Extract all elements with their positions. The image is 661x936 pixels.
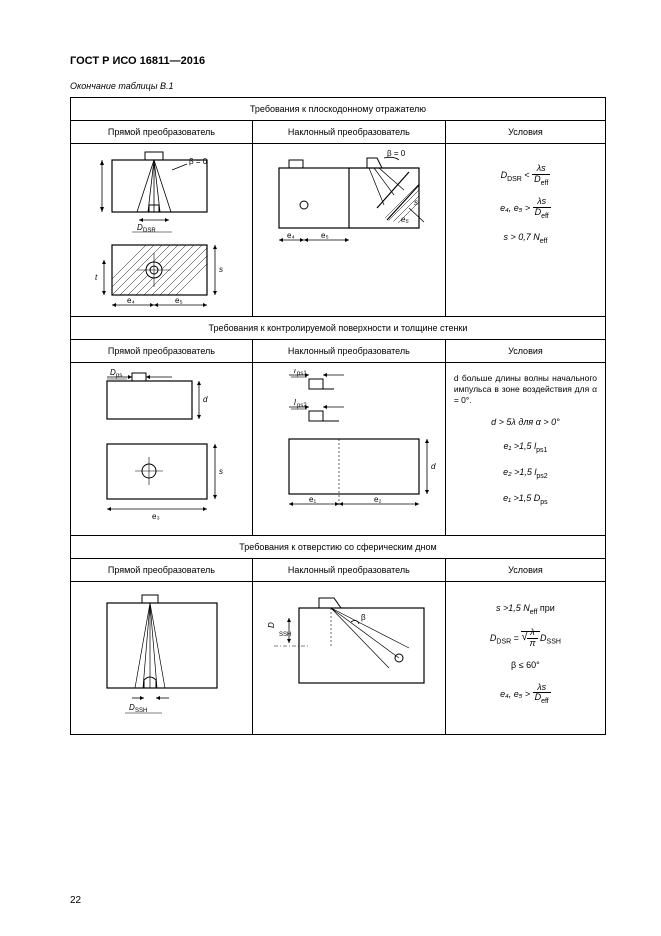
svg-text:s: s [414, 198, 418, 207]
svg-text:s: s [219, 467, 223, 476]
svg-text:D: D [267, 622, 276, 628]
svg-text:DSR: DSR [143, 228, 156, 234]
col-angle-3: Наклонный преобразователь [252, 559, 445, 582]
svg-text:d: d [431, 462, 436, 471]
svg-text:ps2: ps2 [297, 403, 307, 409]
section2-title: Требования к контролируемой поверхности … [71, 317, 606, 340]
col-conditions-3: Условия [445, 559, 605, 582]
col-straight: Прямой преобразователь [71, 121, 253, 144]
col-angle: Наклонный преобразователь [252, 121, 445, 144]
s3-straight-diagram: DSSH [71, 582, 253, 735]
section1-title: Требования к плоскодонному отражателю [71, 98, 606, 121]
svg-text:l: l [294, 398, 296, 407]
svg-text:ps: ps [116, 373, 122, 379]
col-conditions-2: Условия [445, 340, 605, 363]
page-number: 22 [70, 895, 81, 906]
svg-text:l: l [294, 369, 296, 375]
svg-text:ps1: ps1 [297, 371, 307, 377]
s2-conditions: d больше длины волны начального импульса… [445, 363, 605, 536]
svg-text:e₄: e₄ [287, 231, 295, 240]
svg-text:SSH: SSH [279, 632, 291, 638]
svg-text:e₃: e₃ [152, 512, 160, 521]
s2-angle-diagram: lps1 lps2 e₁ [252, 363, 445, 536]
svg-text:d: d [203, 395, 208, 404]
s1-angle-diagram: β = 0 e₄ e₅ s e₅ [252, 144, 445, 317]
s1-straight-diagram: β = 0 DDSR [71, 144, 253, 317]
col-conditions: Условия [445, 121, 605, 144]
col-angle-2: Наклонный преобразователь [252, 340, 445, 363]
svg-text:e₅: e₅ [401, 215, 409, 224]
svg-text:t: t [95, 273, 98, 282]
svg-text:e₁: e₁ [309, 495, 316, 504]
svg-text:e₅: e₅ [175, 296, 183, 305]
svg-text:s: s [219, 265, 223, 274]
svg-text:β = 0: β = 0 [189, 157, 208, 166]
table-caption: Окончание таблицы В.1 [70, 81, 606, 91]
standard-title: ГОСТ Р ИСО 16811—2016 [70, 55, 606, 67]
col-straight-3: Прямой преобразователь [71, 559, 253, 582]
s1-conditions: DDSR < λsDeff e₄, e₅ > λsDeff s > 0,7 Ne… [445, 144, 605, 317]
s3-conditions: s >1,5 Neff при DDSR = √λπ DSSH β ≤ 60° … [445, 582, 605, 735]
svg-text:e₅: e₅ [321, 231, 329, 240]
svg-text:β = 0: β = 0 [387, 150, 406, 158]
s2-straight-diagram: Dps d e₃ [71, 363, 253, 536]
section3-title: Требования к отверстию со сферическим дн… [71, 536, 606, 559]
s3-angle-diagram: β D SSH [252, 582, 445, 735]
col-straight-2: Прямой преобразователь [71, 340, 253, 363]
svg-text:e₄: e₄ [127, 296, 135, 305]
svg-text:β: β [361, 613, 366, 622]
requirements-table: Требования к плоскодонному отражателю Пр… [70, 97, 606, 735]
svg-text:e₂: e₂ [374, 495, 382, 504]
